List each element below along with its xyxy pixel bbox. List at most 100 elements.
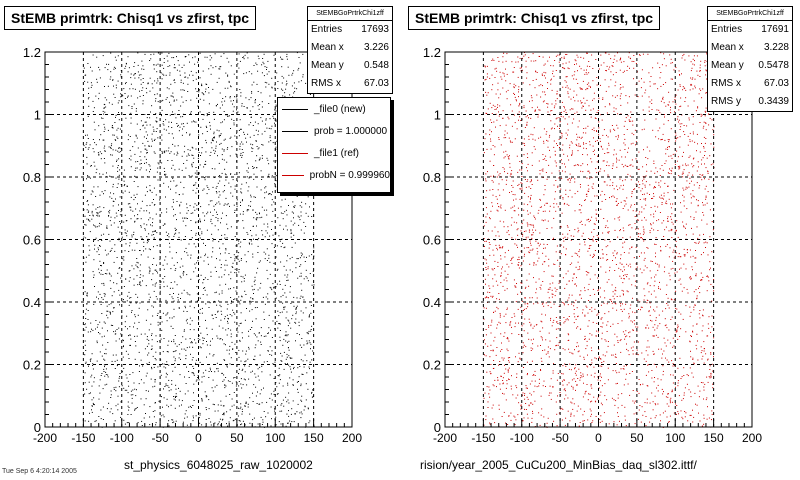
data-point [221,234,223,236]
data-point [141,68,143,70]
data-point [652,409,654,411]
data-point [169,65,171,67]
data-point [125,220,127,222]
data-point [91,210,93,212]
data-point [238,368,240,370]
data-point [188,377,190,378]
data-point [535,281,537,283]
data-point [255,234,257,236]
data-point [207,256,209,258]
data-point [607,321,609,323]
data-point [496,386,497,388]
data-point [222,327,224,329]
data-point [185,320,187,322]
data-point [595,358,597,360]
data-point [248,348,250,350]
data-point [522,342,524,344]
data-point [198,195,199,197]
data-point [123,259,125,261]
data-point [600,391,602,393]
data-point [257,391,258,393]
data-point [168,425,170,427]
stats-row-mean-x: Mean x 3.226 [311,42,389,53]
data-point [666,327,668,329]
data-point [620,305,622,307]
data-point [220,142,222,144]
data-point [238,407,239,409]
data-point [527,223,529,225]
data-point [145,131,147,133]
data-point [532,229,533,231]
data-point [511,110,513,112]
data-point [223,412,224,414]
data-point [642,180,643,182]
data-point [135,108,137,110]
data-point [490,350,492,351]
data-point [149,189,151,191]
data-point [146,210,148,212]
data-point [289,366,291,368]
data-point [104,111,106,113]
data-point [588,300,589,301]
data-point [604,395,606,397]
data-point [238,385,240,387]
data-point [619,84,621,85]
data-point [306,332,308,334]
data-point [570,141,572,143]
data-point [655,317,657,319]
data-point [249,310,251,312]
data-point [137,296,139,298]
data-point [634,285,636,287]
data-point [704,115,706,117]
data-point [99,321,101,323]
data-point [250,196,252,198]
data-point [133,231,135,233]
data-point [311,325,313,327]
data-point [223,119,225,121]
data-point [129,374,131,375]
data-point [657,88,659,90]
data-point [577,315,579,317]
data-point [133,284,135,286]
data-point [525,387,527,389]
data-point [498,183,500,185]
data-point [229,394,231,395]
data-point [595,209,597,211]
data-point [240,403,242,405]
data-point [622,86,624,88]
data-point [708,178,710,180]
data-point [137,262,139,264]
data-point [257,423,259,425]
data-point [240,378,242,380]
data-point [247,190,249,192]
data-point [264,81,266,83]
data-point [147,309,149,311]
data-point [98,416,100,417]
data-point [677,326,679,328]
data-point [144,333,146,335]
data-point [108,212,110,214]
data-point [300,252,302,254]
data-point [283,265,285,267]
data-point [711,300,713,302]
data-point [242,420,244,422]
data-point [91,212,93,214]
data-point [705,195,707,197]
data-point [259,354,261,356]
data-point [149,90,151,92]
data-point [598,121,600,123]
data-point [190,230,192,231]
data-point [269,118,271,120]
data-point [179,390,181,392]
data-point [529,212,531,214]
data-point [205,91,206,93]
data-point [615,383,617,385]
data-point [192,212,194,214]
data-point [621,404,623,406]
data-point [127,139,129,141]
data-point [133,326,134,328]
data-point [213,131,215,133]
data-point [156,121,157,123]
data-point [140,163,142,164]
data-point [145,398,147,400]
